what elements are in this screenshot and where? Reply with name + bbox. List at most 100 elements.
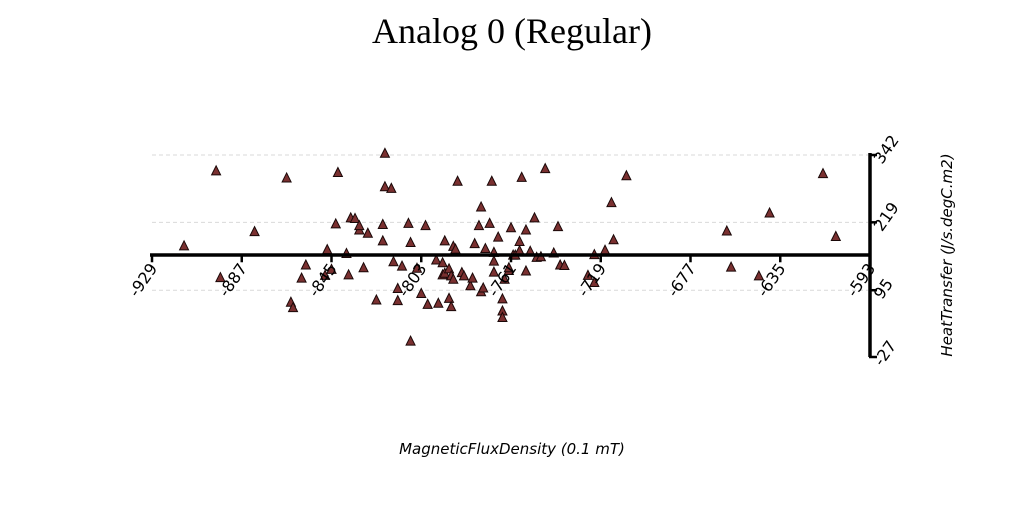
x-tick-label-5: -719 (574, 260, 610, 301)
y-tick-label-1: 95 (870, 275, 897, 303)
data-point-72 (499, 273, 510, 284)
data-point-38 (422, 298, 433, 309)
data-point-34 (405, 236, 416, 248)
data-point-24 (377, 218, 389, 229)
y-tick-label-0: -27 (870, 337, 901, 369)
x-axis-label: MagneticFluxDensity (0.1 mT) (399, 440, 625, 458)
data-point-13 (332, 166, 344, 177)
data-point-23 (377, 234, 389, 246)
data-point-33 (405, 334, 416, 346)
data-point-87 (539, 162, 551, 174)
data-point-48 (445, 300, 457, 312)
data-point-41 (437, 256, 448, 268)
data-point-104 (830, 230, 842, 242)
data-point-17 (349, 212, 361, 223)
x-tick-label-0: -929 (125, 260, 161, 301)
data-point-8 (300, 258, 312, 270)
data-point-2 (215, 271, 226, 283)
data-point-98 (621, 169, 632, 181)
data-point-26 (379, 180, 391, 192)
x-tick-label-1: -887 (215, 260, 251, 301)
data-point-51 (450, 242, 461, 254)
data-point-64 (486, 175, 498, 186)
data-point-89 (552, 220, 564, 232)
chart-title: Analog 0 (Regular) (372, 11, 652, 51)
data-point-40 (433, 297, 444, 308)
data-point-81 (520, 264, 532, 276)
data-point-84 (529, 211, 540, 223)
data-point-103 (817, 167, 829, 179)
data-point-66 (488, 255, 500, 266)
data-point-15 (343, 268, 354, 280)
x-tick-label-4: -761 (484, 260, 520, 301)
data-point-74 (503, 261, 515, 273)
data-point-3 (249, 225, 260, 237)
x-axis-ticks: -929 -887 -845 -803 -761 -719 -677 -635 -593 (125, 255, 879, 300)
data-point-102 (764, 206, 775, 218)
data-point-99 (721, 224, 733, 236)
data-point-59 (475, 200, 487, 212)
data-point-7 (296, 272, 307, 283)
y-tick-label-3: 342 (870, 131, 903, 167)
data-point-75 (505, 221, 517, 233)
data-point-44 (439, 234, 451, 246)
data-point-29 (392, 282, 404, 294)
data-point-97 (608, 233, 619, 245)
data-point-9 (319, 269, 331, 280)
x-tick-label-6: -677 (663, 260, 699, 301)
data-point-20 (358, 261, 369, 273)
x-tick-label-2: -845 (304, 260, 340, 301)
data-point-27 (386, 182, 397, 193)
data-point-96 (606, 196, 617, 208)
y-axis-ticks: -27 95 219 342 (869, 131, 903, 369)
data-point-101 (753, 269, 765, 281)
data-point-54 (458, 269, 470, 281)
data-point-37 (420, 219, 431, 231)
data-point-45 (443, 292, 455, 303)
data-point-1 (210, 164, 222, 176)
data-point-49 (447, 273, 459, 284)
data-point-21 (362, 227, 374, 238)
data-point-0 (178, 239, 190, 251)
data-point-32 (403, 217, 414, 228)
y-tick-label-2: 219 (870, 199, 903, 235)
data-point-58 (473, 219, 485, 231)
data-point-71 (497, 311, 508, 323)
data-point-19 (353, 219, 365, 231)
data-point-78 (514, 235, 525, 246)
data-point-57 (469, 237, 480, 249)
data-point-100 (725, 261, 737, 272)
data-point-31 (396, 259, 408, 271)
y-axis-label: HeatTransfer (J/s.degC.m2) (938, 153, 956, 356)
data-point-39 (430, 253, 442, 265)
data-point-93 (589, 276, 600, 288)
data-point-28 (388, 255, 399, 267)
data-point-62 (480, 242, 491, 254)
data-point-70 (497, 292, 508, 304)
grid-lines (152, 154, 868, 291)
data-point-25 (379, 147, 391, 158)
data-point-35 (411, 262, 423, 273)
data-point-63 (484, 217, 495, 228)
data-point-52 (452, 175, 463, 186)
data-point-56 (467, 272, 478, 283)
data-point-92 (582, 269, 594, 280)
data-point-12 (330, 217, 342, 229)
data-point-95 (599, 244, 611, 255)
data-point-22 (371, 293, 382, 305)
data-point-80 (516, 171, 527, 182)
data-point-82 (520, 223, 532, 235)
data-point-36 (415, 287, 427, 298)
data-points (178, 147, 842, 346)
x-tick-label-7: -635 (753, 260, 789, 301)
data-point-6 (287, 301, 299, 313)
data-point-68 (492, 230, 504, 242)
data-point-91 (559, 259, 570, 271)
data-point-4 (281, 171, 292, 183)
data-point-10 (321, 243, 333, 255)
data-point-30 (392, 294, 404, 306)
data-point-61 (477, 281, 489, 293)
data-point-11 (326, 263, 337, 274)
data-point-55 (465, 279, 476, 291)
